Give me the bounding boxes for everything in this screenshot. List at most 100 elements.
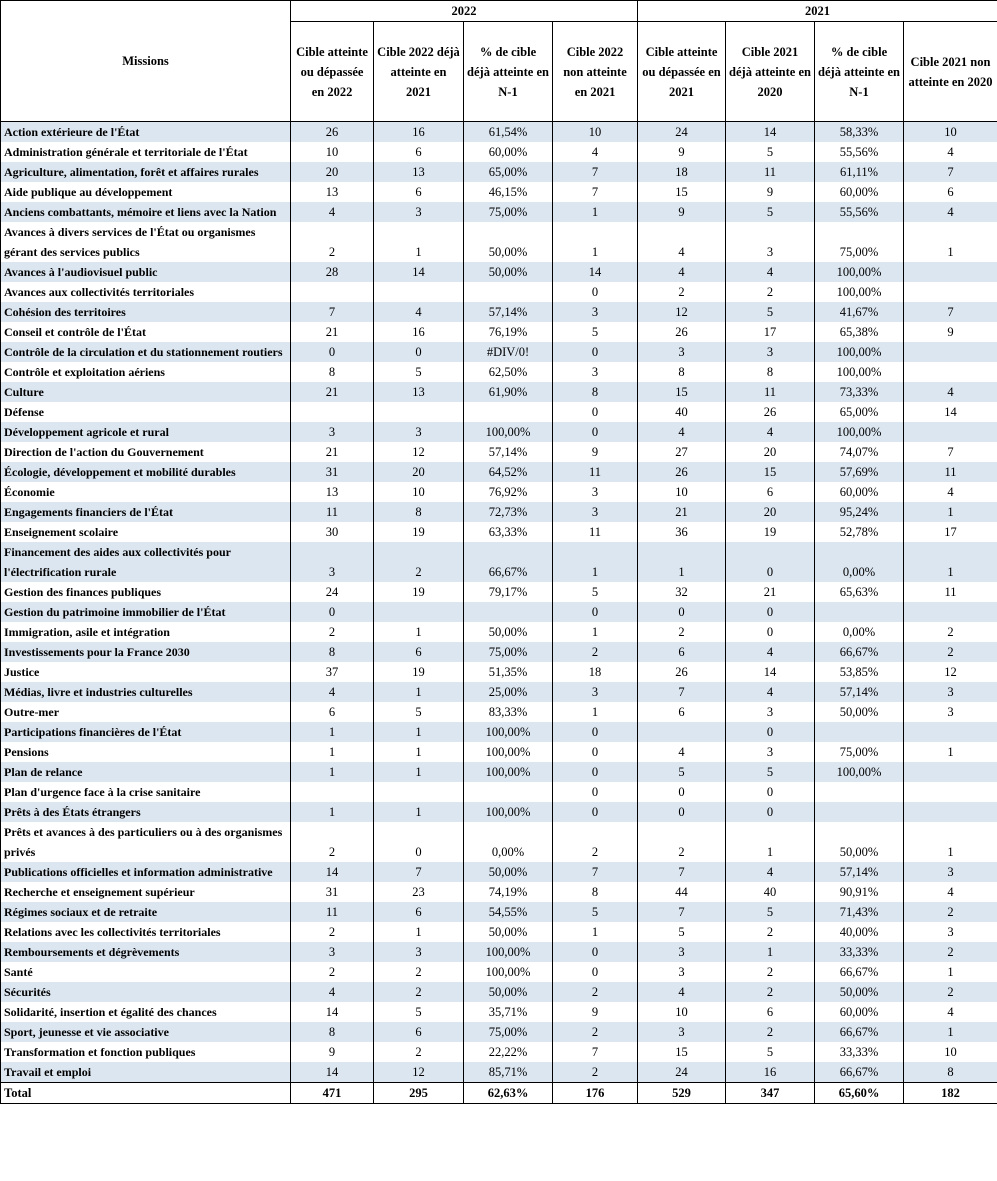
table-row: Enseignement scolaire 30 19 63,33% 11 36 19 52,… (0, 522, 997, 542)
column-header: Cible atteinte ou dépassée en 2022 (290, 21, 374, 122)
cell: 0 (637, 602, 726, 622)
mission-name: Écologie, développement et mobilité dura… (0, 462, 291, 482)
cell: 4 (725, 682, 815, 702)
cell: 9 (725, 182, 815, 202)
cell (373, 282, 464, 302)
cell: 74,07% (814, 442, 904, 462)
cell: 65,60% (814, 1082, 904, 1104)
table-row: Aide publique au développement 13 6 46,15% 7… (0, 182, 997, 202)
missions-table: Missions 2022 2021 Cible atteinte ou dép… (0, 0, 997, 1104)
cell: 7 (903, 442, 997, 462)
cell (814, 722, 904, 742)
cell (637, 722, 726, 742)
cell (814, 782, 904, 802)
cell: 1 (903, 742, 997, 762)
cell: 7 (290, 302, 374, 322)
cell: 8 (552, 882, 638, 902)
cell: 2 (725, 922, 815, 942)
cell: 30 (290, 522, 374, 542)
cell: 529 (637, 1082, 726, 1104)
cell: 11 (552, 522, 638, 542)
cell: 4 (725, 862, 815, 882)
mission-name: Total (0, 1082, 291, 1104)
cell: 0 (725, 722, 815, 742)
mission-name: Plan d'urgence face à la crise sanitaire (0, 782, 291, 802)
cell: 85,71% (463, 1062, 553, 1083)
cell: 51,35% (463, 662, 553, 682)
missions-header: Missions (0, 0, 291, 122)
cell: 6 (373, 1022, 464, 1042)
table-row: Financement des aides aux collectivités … (0, 542, 997, 582)
cell: 15 (637, 382, 726, 402)
cell: 7 (373, 862, 464, 882)
cell: 65,38% (814, 322, 904, 342)
cell: 0 (552, 282, 638, 302)
table-row: Prêts à des États étrangers 1 1 100,00% 0 0 0 (0, 802, 997, 822)
cell: 57,14% (463, 442, 553, 462)
cell: 10 (903, 1042, 997, 1062)
mission-name: Anciens combattants, mémoire et liens av… (0, 202, 291, 222)
cell: 21 (637, 502, 726, 522)
cell: 54,55% (463, 902, 553, 922)
mission-name: Participations financières de l'État (0, 722, 291, 742)
cell: 0 (725, 802, 815, 822)
cell: 63,33% (463, 522, 553, 542)
cell (903, 762, 997, 782)
cell: 1 (552, 202, 638, 222)
cell: 5 (725, 1042, 815, 1062)
cell: 65,00% (463, 162, 553, 182)
cell: 2 (290, 962, 374, 982)
mission-name: Investissements pour la France 2030 (0, 642, 291, 662)
cell: 100,00% (814, 762, 904, 782)
cell: 13 (373, 162, 464, 182)
table-row: Anciens combattants, mémoire et liens av… (0, 202, 997, 222)
cell: 3 (552, 502, 638, 522)
cell (903, 802, 997, 822)
cell: 19 (373, 582, 464, 602)
mission-name: Justice (0, 662, 291, 682)
cell: 75,00% (463, 1022, 553, 1042)
cell: 5 (637, 762, 726, 782)
cell: 19 (373, 662, 464, 682)
cell: 10 (552, 121, 638, 142)
mission-name: Recherche et enseignement supérieur (0, 882, 291, 902)
cell (903, 262, 997, 282)
cell: 8 (373, 502, 464, 522)
cell: 5 (725, 202, 815, 222)
cell: 1 (373, 722, 464, 742)
cell: 2 (290, 822, 374, 862)
cell: 1 (725, 942, 815, 962)
cell: 1 (373, 622, 464, 642)
cell: 65,63% (814, 582, 904, 602)
mission-name: Transformation et fonction publiques (0, 1042, 291, 1062)
cell: 50,00% (463, 262, 553, 282)
cell: 2 (552, 1062, 638, 1083)
cell: 4 (725, 642, 815, 662)
cell: 8 (725, 362, 815, 382)
mission-name: Sécurités (0, 982, 291, 1002)
mission-name: Administration générale et territoriale … (0, 142, 291, 162)
mission-name: Gestion des finances publiques (0, 582, 291, 602)
cell: 62,63% (463, 1082, 553, 1104)
cell: 50,00% (463, 862, 553, 882)
mission-name: Travail et emploi (0, 1062, 291, 1083)
cell: 7 (637, 902, 726, 922)
table-row: Gestion des finances publiques 24 19 79,17%… (0, 582, 997, 602)
cell: 0 (552, 602, 638, 622)
cell: 7 (637, 682, 726, 702)
cell: 12 (373, 442, 464, 462)
table-row: Sport, jeunesse et vie associative 8 6 75,0… (0, 1022, 997, 1042)
cell: 22,22% (463, 1042, 553, 1062)
cell: 0 (725, 782, 815, 802)
cell: 24 (290, 582, 374, 602)
cell: 2 (725, 962, 815, 982)
mission-name: Solidarité, insertion et égalité des cha… (0, 1002, 291, 1022)
table-row: Justice 37 19 51,35% 18 26 14 53,85% 12 (0, 662, 997, 682)
cell: 1 (373, 922, 464, 942)
cell (903, 722, 997, 742)
cell: 0,00% (814, 622, 904, 642)
cell (903, 342, 997, 362)
table-row: Total 471 295 62,63% 176 529 347 65,60% 182 (0, 1082, 997, 1104)
cell: 2 (290, 922, 374, 942)
mission-name: Défense (0, 402, 291, 422)
